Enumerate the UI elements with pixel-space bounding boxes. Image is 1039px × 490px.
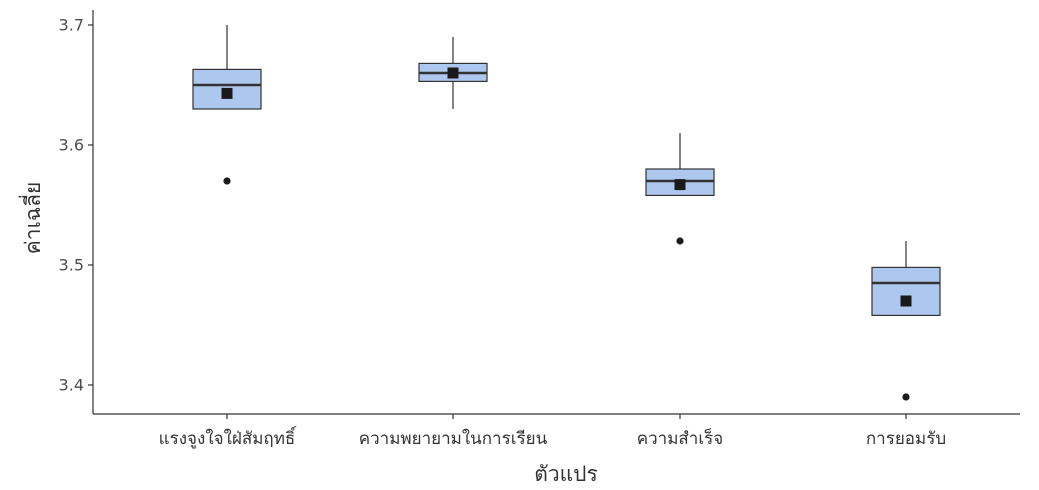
outlier-point bbox=[902, 393, 910, 401]
x-tick-label: ความสำเร็จ bbox=[637, 427, 724, 449]
outlier-point bbox=[676, 237, 684, 245]
y-tick-label: 3.7 bbox=[59, 16, 84, 35]
y-tick-label: 3.6 bbox=[59, 136, 84, 155]
y-tick-label: 3.4 bbox=[59, 376, 84, 395]
mean-marker bbox=[447, 67, 459, 79]
box-group bbox=[645, 133, 715, 245]
mean-marker bbox=[221, 87, 233, 99]
x-tick-label: ความพยายามในการเรียน bbox=[359, 428, 548, 449]
x-tick-label: การยอมรับ bbox=[866, 429, 946, 449]
mean-marker bbox=[900, 295, 912, 307]
outlier-point bbox=[223, 177, 231, 185]
box-group bbox=[192, 25, 262, 185]
mean-marker bbox=[674, 179, 686, 191]
y-axis-title: ค่าเฉลี่ย bbox=[18, 182, 45, 255]
box-group bbox=[418, 37, 488, 109]
x-axis: แรงจูงใจใฝ่สัมฤทธิ์ ความพยายามในการเรียน ค… bbox=[93, 413, 1020, 449]
x-axis-title: ตัวแปร bbox=[534, 462, 598, 486]
y-tick-label: 3.5 bbox=[59, 256, 84, 275]
box bbox=[871, 266, 941, 316]
x-tick-label: แรงจูงใจใฝ่สัมฤทธิ์ bbox=[159, 426, 298, 449]
box-group bbox=[871, 241, 941, 401]
y-axis: 3.4 3.5 3.6 3.7 bbox=[59, 10, 94, 414]
boxes bbox=[192, 25, 941, 401]
